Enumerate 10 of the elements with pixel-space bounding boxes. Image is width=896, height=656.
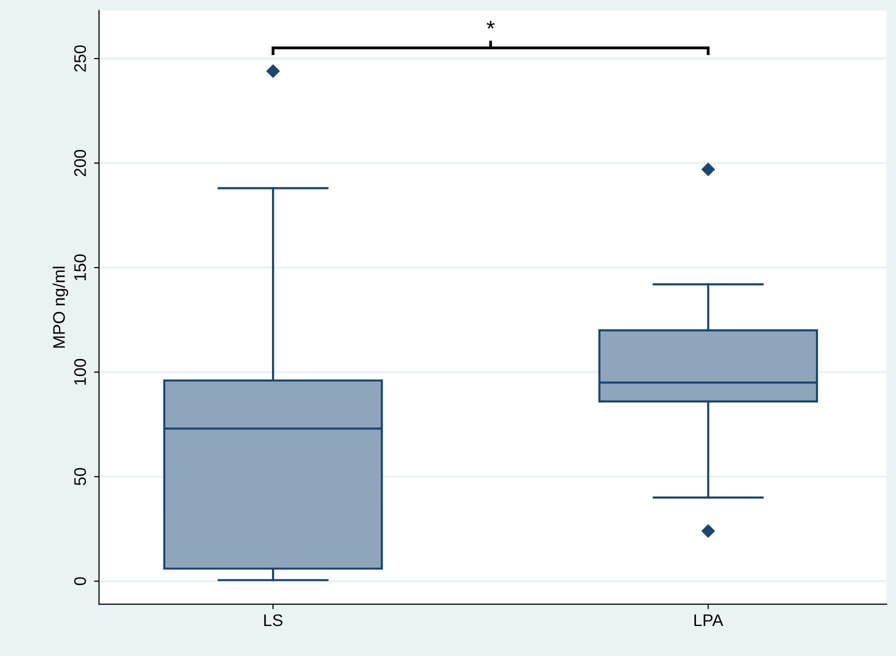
x-tick-label: LPA bbox=[694, 614, 724, 626]
y-tick-label: 0 bbox=[74, 577, 86, 586]
y-tick-label: 250 bbox=[74, 45, 86, 72]
x-tick-label: LS bbox=[264, 614, 282, 626]
y-tick-label: 150 bbox=[74, 254, 86, 280]
y-tick-label: 100 bbox=[74, 358, 86, 385]
annotation: * bbox=[486, 20, 495, 29]
y-tick-label: 50 bbox=[74, 468, 86, 486]
y-tick-label: 200 bbox=[74, 150, 86, 176]
y-axis-title: MPO ng/ml bbox=[52, 266, 68, 348]
